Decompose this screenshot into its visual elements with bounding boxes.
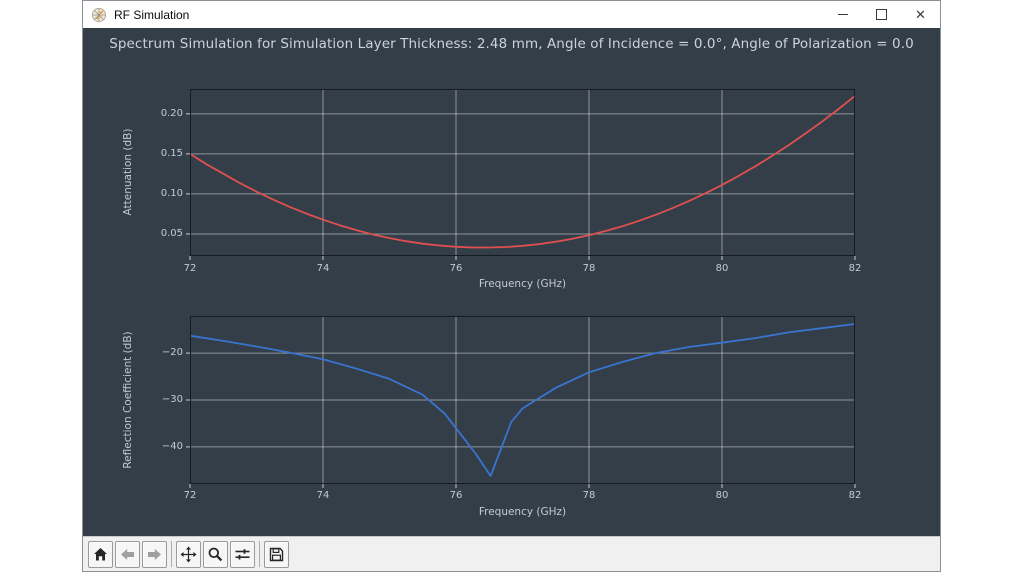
zoom-icon [208,547,223,561]
y-tick-label: 0.20 [160,107,183,119]
figure-suptitle: Spectrum Simulation for Simulation Layer… [109,36,914,52]
x-tick-label: 72 [183,490,197,501]
pan-icon [180,546,197,562]
minimize-button[interactable] [823,1,862,28]
reflection_coefficient-line [189,323,856,477]
x-tick-label: 78 [582,263,596,274]
save-icon [269,547,284,561]
attenuation-chart: Frequency (GHz) Attenuation (dB) 72 74 76 7… [83,28,940,537]
reflection-chart: Frequency (GHz) Reflection Coefficient (… [83,28,940,537]
y-tick-label: 0.10 [160,187,183,199]
y-tick-label: 0.15 [160,147,183,159]
x-tick-label: 76 [449,263,463,274]
x-tick-label: 80 [715,490,729,501]
minimize-icon [837,14,848,15]
close-button[interactable]: ✕ [901,1,940,28]
maximize-icon [876,9,887,20]
back-arrow-icon [121,548,134,560]
y-tick-label: −20 [161,347,183,359]
attenuation-line [189,95,856,249]
forward-arrow-icon [148,548,161,560]
attenuation-plot-area [186,89,856,260]
x-tick-label: 76 [449,490,463,501]
home-icon [94,547,107,560]
x-tick-label: 82 [848,263,862,274]
close-icon: ✕ [915,7,926,22]
plot-spine [190,89,855,256]
window-controls: ✕ [823,1,940,28]
x-tick-label: 74 [316,263,330,274]
y-tick-label: −30 [161,394,183,405]
forward-button[interactable] [142,540,167,568]
pan-button[interactable] [176,540,201,568]
x-tick-label: 72 [183,263,197,274]
window-title: RF Simulation [114,7,190,22]
x-tick-label: 78 [582,490,596,501]
back-button[interactable] [115,540,140,568]
save-button[interactable] [264,540,289,568]
plot-spine [190,316,855,484]
maximize-button[interactable] [862,1,901,28]
app-window: RF Simulation ✕ Spectrum Simulation for … [82,0,941,572]
figure-canvas: Spectrum Simulation for Simulation Layer… [83,28,940,537]
configure-subplots-button[interactable] [230,540,255,568]
x-tick-label: 80 [715,263,729,274]
x-tick-label: 82 [848,490,862,501]
x-tick-label: 74 [316,490,330,501]
zoom-button[interactable] [203,540,228,568]
y-tick-label: −40 [161,440,183,452]
toolbar-separator [171,541,172,567]
reflection-xaxis-label: Frequency (GHz) [478,506,567,518]
y-tick-label: 0.05 [160,227,183,239]
home-button[interactable] [88,540,113,568]
navigation-toolbar [83,536,940,571]
toolbar-separator [259,541,260,567]
reflection-yaxis-label: Reflection Coefficient (dB) [122,331,134,469]
titlebar[interactable]: RF Simulation ✕ [83,1,940,28]
app-icon [91,7,107,22]
sliders-icon [235,548,250,559]
attenuation-xaxis-label: Frequency (GHz) [478,278,567,290]
reflection-plot-area [186,316,856,488]
